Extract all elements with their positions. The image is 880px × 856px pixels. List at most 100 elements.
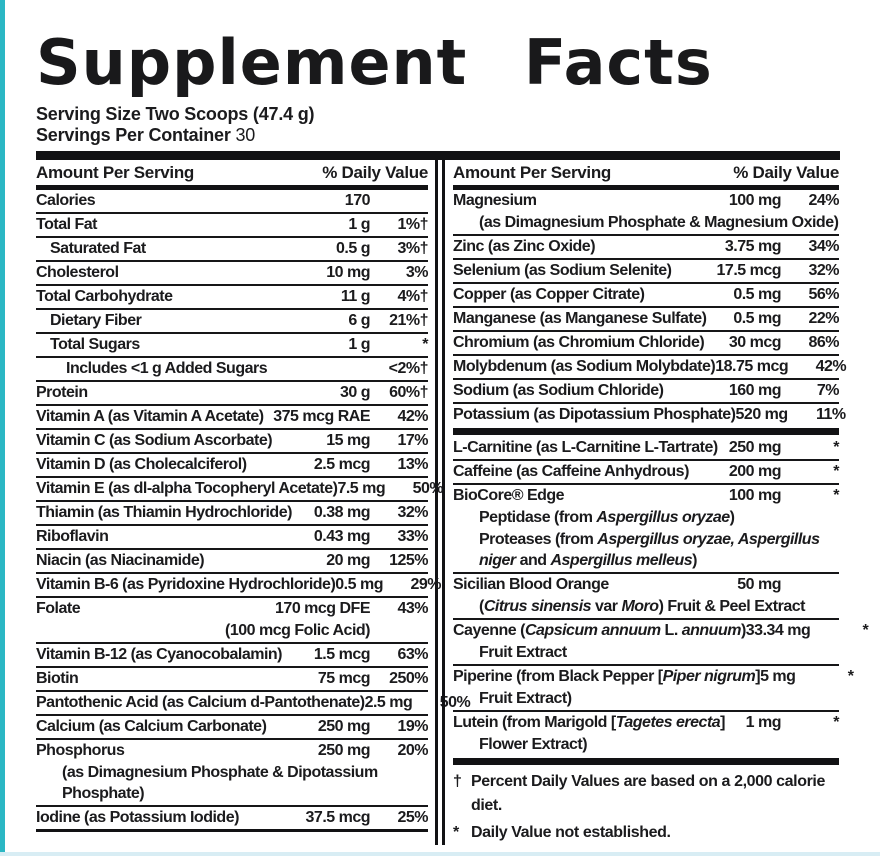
table-row: Magnesium 100 mg 24% (as Dimagnesium Phosph… [453, 190, 840, 234]
table-row: Riboflavin 0.43 mg 33% [36, 524, 429, 548]
ingredient-name: Dietary Fiber [50, 312, 142, 329]
amount-value: 1 g [348, 216, 370, 233]
amount-value: 0.38 mg [313, 504, 371, 521]
ingredient-name: Total Carbohydrate [36, 288, 173, 305]
table-row: Total Sugars 1 g * [36, 332, 429, 356]
daily-value: 1%† [397, 216, 428, 233]
row-line: Sicilian Blood Orange 50 mg [453, 574, 839, 596]
table-row: Vitamin B-12 (as Cyanocobalamin) 1.5 mcg 6… [36, 642, 429, 666]
daily-value: 22% [808, 310, 839, 327]
ingredient-subtext: (Citrus sinensis var Moro) Fruit & Peel … [453, 596, 839, 618]
ingredient-name: Vitamin A (as Vitamin A Acetate) [36, 408, 264, 425]
ingredient-name: Manganese (as Manganese Sulfate) [453, 310, 707, 327]
daily-value: * [833, 439, 839, 456]
ingredient-name: Chromium (as Chromium Chloride) [453, 334, 705, 351]
facts-columns: Amount Per Serving % Daily Value Calorie… [36, 160, 869, 845]
table-row: Protein 30 g 60%† [36, 380, 429, 404]
daily-value: 3%† [397, 240, 428, 257]
section-thick-rule [453, 758, 839, 765]
row-line: Cholesterol 10 mg 3% [36, 262, 429, 284]
servings-per-container-value: 30 [235, 125, 256, 145]
latin-name-italic: Aspergillus melleus [550, 552, 693, 569]
amount-value: 33.34 mg [745, 622, 811, 639]
daily-value: 43% [397, 600, 428, 617]
ingredient-subtext: Proteases (from Aspergillus oryzae, Aspe… [453, 529, 839, 572]
ingredient-subtext: Fruit Extract) [479, 690, 572, 707]
table-row: Iodine (as Potassium Iodide) 37.5 mcg 25% [36, 805, 429, 829]
left-column-header: Amount Per Serving % Daily Value [36, 160, 428, 190]
ingredient-name: Piperine (from Black Pepper [Piper nigru… [453, 666, 761, 688]
row-line: Niacin (as Niacinamide) 20 mg 125% [36, 550, 429, 572]
daily-value: * [847, 668, 854, 685]
row-line: L-Carnitine (as L-Carnitine L-Tartrate) 2… [453, 437, 840, 459]
daily-value: 29% [410, 576, 441, 593]
row-line: Total Sugars 1 g * [36, 334, 429, 356]
amount-value: 1.5 mcg [313, 646, 371, 663]
daily-value: 63% [397, 646, 428, 663]
ingredient-name: Vitamin B-12 (as Cyanocobalamin) [36, 646, 283, 663]
table-row: Dietary Fiber 6 g 21%† [36, 308, 429, 332]
row-line: Potassium (as Dipotassium Phosphate) 520 … [453, 404, 846, 426]
ingredient-name: Magnesium [453, 192, 537, 209]
row-line: Phosphorus 250 mg 20% [36, 740, 429, 762]
row-line: Vitamin A (as Vitamin A Acetate) 375 mcg … [36, 406, 429, 428]
text-segment: L. [660, 622, 682, 639]
amount-value: 375 mcg RAE [273, 408, 370, 425]
servings-per-container-line: Servings Per Container 30 [36, 125, 840, 146]
table-row: Cholesterol 10 mg 3% [36, 260, 429, 284]
amount-value: 1 mg [745, 714, 782, 731]
row-line: Folate 170 mcg DFE 43% [36, 598, 429, 620]
text-segment: Piperine (from Black Pepper [ [453, 668, 663, 685]
daily-value: 19% [397, 718, 428, 735]
daily-value: 24% [808, 192, 839, 209]
daily-value: 25% [397, 809, 428, 826]
row-line: Chromium (as Chromium Chloride) 30 mcg 86% [453, 332, 840, 354]
amount-value: 1 g [348, 336, 370, 353]
ingredient-name: Iodine (as Potassium Iodide) [36, 809, 239, 826]
row-line: Lutein (from Marigold [Tagetes erecta] 1 … [453, 712, 840, 734]
latin-name-italic: Citrus sinensis [483, 598, 592, 615]
row-line: Vitamin E (as dl-alpha Tocopheryl Acetat… [36, 478, 444, 500]
latin-name-italic: Piper nigrum [662, 668, 756, 685]
daily-value: * [833, 714, 839, 731]
text-segment: and [515, 552, 551, 569]
ingredient-name: Calcium (as Calcium Carbonate) [36, 718, 267, 735]
ingredient-name: Selenium (as Sodium Selenite) [453, 262, 672, 279]
ingredient-subtext: (100 mcg Folic Acid) [225, 622, 371, 639]
amount-value: 30 mcg [728, 334, 782, 351]
row-line: Protein 30 g 60%† [36, 382, 429, 404]
amount-value: 15 mg [326, 432, 370, 449]
row-line: Pantothenic Acid (as Calcium d-Pantothen… [36, 692, 471, 714]
ingredient-name: Total Sugars [50, 336, 140, 353]
daily-value: 3% [405, 264, 429, 281]
daily-value: 13% [397, 456, 428, 473]
text-segment: Proteases (from [479, 531, 598, 548]
amount-value: 50 mg [737, 576, 781, 593]
table-row: Total Fat 1 g 1%† [36, 212, 429, 236]
amount-value: 0.5 mg [335, 576, 383, 593]
table-row: Zinc (as Zinc Oxide) 3.75 mg 34% [453, 234, 840, 258]
table-row: Includes <1 g Added Sugars <2%† [36, 356, 429, 380]
amount-value: 100 mg [728, 192, 782, 209]
footnote-text: Percent Daily Values are based on a 2,00… [471, 773, 825, 814]
row-line: Riboflavin 0.43 mg 33% [36, 526, 429, 548]
table-row: Cayenne (Capsicum annuum L. annuum) 33.34… [453, 618, 869, 664]
ingredient-name: Cayenne (Capsicum annuum L. annuum) [453, 620, 746, 642]
daily-value: 21%† [389, 312, 428, 329]
daily-value: 32% [808, 262, 839, 279]
amount-value: 18.75 mcg [715, 358, 789, 375]
amount-value: 170 [344, 192, 371, 209]
ingredient-subtext: Fruit Extract [479, 644, 567, 661]
row-line: Saturated Fat 0.5 g 3%† [36, 238, 429, 260]
table-row: Vitamin E (as dl-alpha Tocopheryl Acetat… [36, 476, 444, 500]
right-rows: Magnesium 100 mg 24% (as Dimagnesium Phosph… [453, 190, 869, 845]
panel-title: Supplement Facts [36, 26, 713, 99]
amount-per-serving-header: Amount Per Serving [36, 163, 195, 182]
table-row: Sicilian Blood Orange 50 mg (Citrus sinens… [453, 572, 839, 618]
table-row: Caffeine (as Caffeine Anhydrous) 200 mg * [453, 459, 840, 483]
daily-value: 33% [397, 528, 428, 545]
amount-value: 10 mg [326, 264, 370, 281]
table-row: Vitamin D (as Cholecalciferol) 2.5 mcg 13% [36, 452, 429, 476]
section-thick-rule [453, 428, 839, 435]
